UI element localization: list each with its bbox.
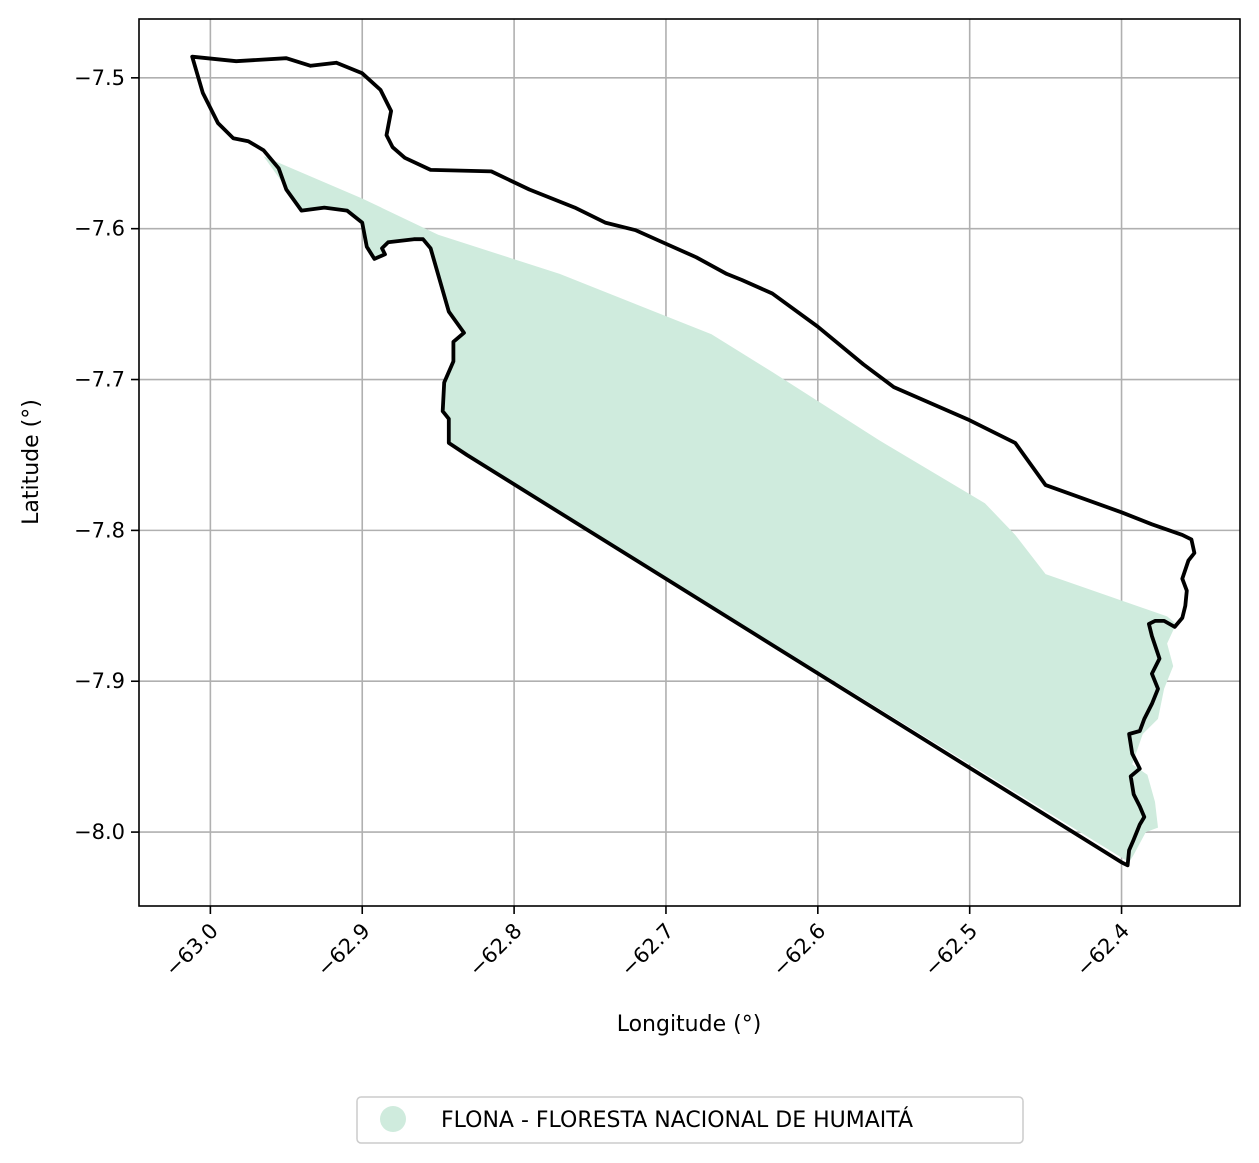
y-tick-label-0: −7.5 bbox=[74, 66, 125, 90]
y-tick-label-5: −8.0 bbox=[74, 820, 125, 844]
plot-frame bbox=[138, 18, 1241, 907]
y-axis-ticks: −7.5 −7.6 −7.7 −7.8 −7.9 −8.0 bbox=[74, 66, 139, 844]
legend: FLONA - FLORESTA NACIONAL DE HUMAITÁ bbox=[356, 1096, 1024, 1144]
legend-marker bbox=[380, 1106, 406, 1132]
legend-label: FLONA - FLORESTA NACIONAL DE HUMAITÁ bbox=[441, 1107, 913, 1133]
y-tick-label-4: −7.9 bbox=[74, 669, 125, 693]
flona-filled-area bbox=[263, 156, 1177, 863]
x-axis-title: Longitude (°) bbox=[617, 1012, 762, 1037]
y-tick-label-1: −7.6 bbox=[74, 217, 125, 241]
legend-box bbox=[356, 1096, 1024, 1144]
y-tick-label-3: −7.8 bbox=[74, 518, 125, 542]
y-axis-title: Latitude (°) bbox=[19, 399, 44, 525]
y-tick-label-2: −7.7 bbox=[74, 368, 125, 392]
flona-boundary-outline bbox=[190, 54, 1197, 868]
